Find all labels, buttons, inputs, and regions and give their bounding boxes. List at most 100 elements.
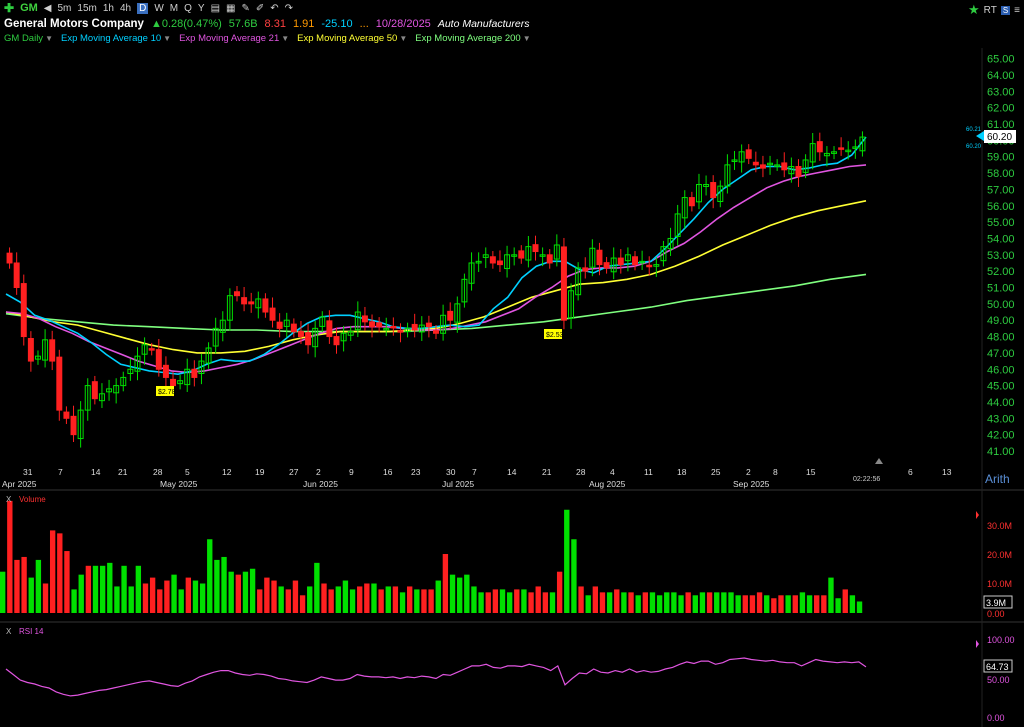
interval-4h[interactable]: 4h bbox=[119, 2, 132, 14]
date-tick: 15 bbox=[806, 467, 816, 477]
volume-stat: 57.6B bbox=[228, 18, 258, 30]
candle-body bbox=[290, 323, 297, 333]
price-tick: 61.00 bbox=[987, 119, 1015, 131]
add-icon[interactable]: ✚ bbox=[4, 1, 15, 15]
volume-bar bbox=[506, 592, 513, 613]
candle-body bbox=[688, 197, 695, 207]
interval-weekly[interactable]: W bbox=[154, 2, 164, 14]
candle-body bbox=[198, 360, 205, 375]
div-stat: 1.91 bbox=[292, 18, 315, 30]
candle-body bbox=[518, 250, 525, 259]
star-icon[interactable]: ★ bbox=[968, 2, 980, 17]
price-tick: 47.00 bbox=[987, 348, 1015, 360]
brush-icon[interactable]: ✐ bbox=[255, 2, 265, 14]
settings-badge[interactable]: S bbox=[1000, 5, 1011, 15]
volume-close-icon[interactable]: X bbox=[6, 495, 12, 504]
rsi-close-icon[interactable]: X bbox=[6, 627, 12, 636]
candle-body bbox=[134, 355, 141, 372]
legend-ema50[interactable]: Exp Moving Average 50 ▼ bbox=[297, 33, 408, 44]
volume-bar bbox=[292, 580, 299, 613]
candle-body bbox=[454, 303, 461, 323]
volume-bar bbox=[471, 586, 477, 613]
dividend-badge[interactable] bbox=[156, 386, 174, 396]
volume-bar bbox=[249, 568, 256, 613]
price-tick: 44.00 bbox=[987, 397, 1015, 409]
volume-bar bbox=[699, 592, 706, 613]
candle-body bbox=[297, 331, 304, 338]
ema10-value: 60.21 bbox=[966, 127, 982, 133]
candle-body bbox=[774, 164, 781, 167]
volume-bar bbox=[399, 592, 406, 613]
volume-bar bbox=[571, 539, 577, 613]
rsi-tick: 0.00 bbox=[987, 713, 1005, 723]
clock-time: 02:22:56 bbox=[853, 476, 880, 483]
scroll-up-icon[interactable] bbox=[875, 458, 883, 464]
candle-body bbox=[831, 151, 838, 154]
rsi-path bbox=[5, 657, 867, 697]
toolbar: ✚ GM ◀ 5m 15m 1h 4h D W M Q Y ▤ ▦ ✎ ✐ ↶ … bbox=[0, 0, 1024, 16]
interval-5m[interactable]: 5m bbox=[57, 2, 72, 14]
volume-bar bbox=[371, 583, 377, 613]
chart-type-icon[interactable]: ▤ bbox=[210, 2, 221, 14]
candle-body bbox=[205, 347, 212, 364]
volume-bar bbox=[199, 583, 206, 613]
volume-bar bbox=[714, 592, 720, 613]
legend-ema200[interactable]: Exp Moving Average 200 ▼ bbox=[415, 33, 531, 44]
symbol-label[interactable]: GM bbox=[20, 2, 38, 14]
volume-bar bbox=[614, 589, 620, 613]
volume-bar bbox=[421, 589, 427, 613]
volume-bar bbox=[564, 509, 570, 613]
candle-body bbox=[49, 339, 56, 362]
legend-price[interactable]: GM Daily ▼ bbox=[4, 33, 53, 44]
volume-title[interactable]: Volume bbox=[19, 495, 46, 504]
candle-body bbox=[681, 197, 688, 219]
undo-icon[interactable]: ↶ bbox=[270, 2, 279, 14]
date-tick: 9 bbox=[349, 467, 354, 477]
candle-body bbox=[42, 339, 49, 361]
candle-body bbox=[219, 319, 226, 333]
volume-bar bbox=[635, 595, 641, 613]
volume-bar bbox=[78, 574, 84, 613]
volume-bar bbox=[485, 592, 491, 613]
interval-quarterly[interactable]: Q bbox=[184, 2, 192, 14]
candle-body bbox=[603, 262, 610, 269]
date-tick: 2 bbox=[746, 467, 751, 477]
speaker-icon[interactable]: ◀ bbox=[43, 2, 52, 14]
interval-1h[interactable]: 1h bbox=[102, 2, 114, 14]
volume-bar bbox=[464, 574, 470, 613]
earnings-badge[interactable] bbox=[544, 329, 562, 339]
candle-body bbox=[106, 388, 113, 393]
volume-bar bbox=[321, 583, 327, 613]
legend-ema10[interactable]: Exp Moving Average 10 ▼ bbox=[60, 33, 172, 44]
interval-yearly[interactable]: Y bbox=[197, 2, 205, 14]
interval-15m[interactable]: 15m bbox=[77, 2, 97, 14]
volume-bar bbox=[21, 556, 27, 613]
share-icon[interactable]: ↷ bbox=[284, 2, 294, 14]
interval-monthly[interactable]: M bbox=[169, 2, 179, 14]
volume-bar bbox=[721, 592, 727, 613]
price-change: 0.28(0.47%) bbox=[161, 18, 222, 30]
price-tick: 45.00 bbox=[987, 381, 1015, 393]
quote-header: General Motors Company ▲ 0.28(0.47%) 57.… bbox=[4, 16, 529, 32]
price-tick: 58.00 bbox=[987, 168, 1015, 180]
industry-label: Auto Manufacturers bbox=[437, 18, 530, 30]
legend-ema21[interactable]: Exp Moving Average 21 ▼ bbox=[179, 33, 290, 44]
menu-icon[interactable]: ≡ bbox=[1014, 4, 1020, 16]
candle-body bbox=[34, 355, 41, 360]
pen-icon[interactable]: ✎ bbox=[241, 2, 250, 14]
price-tick: 63.00 bbox=[987, 86, 1015, 98]
rsi-arrow-icon bbox=[976, 640, 979, 648]
date-tick: 8 bbox=[773, 467, 778, 477]
volume-bar bbox=[114, 586, 120, 613]
candle-body bbox=[383, 327, 390, 331]
ellipsis: ... bbox=[359, 18, 369, 30]
scale-label[interactable]: Arith bbox=[985, 472, 1010, 486]
volume-bar bbox=[542, 592, 549, 613]
rt-label[interactable]: RT bbox=[983, 4, 997, 16]
rsi-title[interactable]: RSI 14 bbox=[19, 627, 44, 636]
interval-daily[interactable]: D bbox=[137, 2, 149, 14]
layout-icon[interactable]: ▦ bbox=[226, 2, 236, 14]
price-tick: 65.00 bbox=[987, 54, 1015, 66]
candle-body bbox=[425, 322, 432, 328]
